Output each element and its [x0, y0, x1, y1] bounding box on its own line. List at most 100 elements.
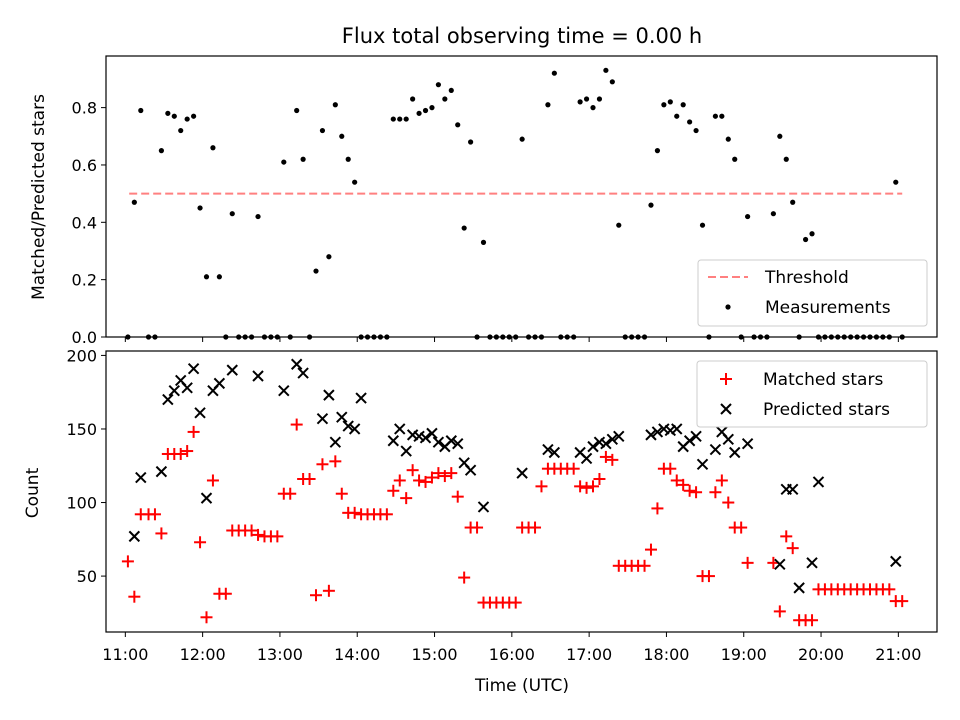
matched-star-point: [593, 472, 606, 485]
measurement-point: [416, 110, 422, 116]
predicted-star-point: [342, 420, 354, 432]
measurement-point: [699, 222, 706, 228]
matched-star-point: [638, 559, 651, 572]
predicted-star-point: [645, 429, 657, 441]
measurement-point: [171, 113, 177, 119]
measurement-point: [332, 102, 338, 108]
matched-star-point: [690, 486, 703, 499]
matched-star-point: [206, 474, 219, 487]
measurement-point: [429, 105, 435, 111]
matched-star-point: [896, 595, 909, 608]
matched-star-point: [458, 571, 471, 584]
predicted-star-point: [348, 423, 361, 435]
predicted-star-point: [155, 465, 168, 478]
measurement-point: [802, 236, 809, 243]
matched-star-point: [432, 467, 445, 480]
predicted-star-point: [651, 426, 664, 438]
measurement-point: [131, 199, 137, 205]
measurement-point: [390, 116, 396, 122]
x-tick-label: 13:00: [257, 645, 303, 664]
matched-star-point: [438, 470, 451, 483]
predicted-star-point: [168, 385, 180, 397]
matched-star-point: [709, 486, 722, 499]
legend-measurements-marker: [725, 304, 731, 310]
predicted-star-point: [606, 433, 619, 445]
measurement-point: [326, 254, 332, 260]
plot-frame-count: [105, 350, 938, 633]
predicted-star-point: [464, 464, 477, 476]
measurement-point: [255, 213, 261, 220]
measurement-point: [732, 156, 738, 162]
measurement-point: [197, 205, 203, 211]
measurement-point: [783, 156, 789, 162]
measurement-point: [790, 199, 796, 205]
matched-star-point: [380, 508, 393, 521]
measurement-point: [165, 110, 171, 116]
x-tick-label: 12:00: [180, 645, 226, 664]
predicted-star-point: [162, 393, 174, 406]
measurement-point: [410, 96, 416, 102]
y-ticks-ratio: 0.0 0.2 0.4 0.6 0.8: [72, 99, 106, 347]
matched-star-point: [644, 543, 657, 556]
predicted-star-point: [194, 407, 206, 419]
measurement-point: [545, 102, 551, 108]
predicted-star-point: [690, 430, 702, 443]
predicted-star-point: [394, 423, 406, 435]
matched-star-point: [387, 484, 400, 497]
predicted-star-point: [252, 370, 264, 382]
predicted-star-point: [187, 362, 200, 375]
predicted-star-point: [336, 411, 348, 423]
matched-star-point: [580, 481, 593, 494]
measurement-point: [403, 116, 409, 122]
matched-star-point: [335, 487, 348, 500]
predicted-star-point: [329, 436, 342, 448]
predicted-star-point: [542, 443, 554, 456]
measurement-point: [603, 67, 609, 73]
predicted-star-point: [290, 358, 303, 370]
legend-box-ratio: [697, 259, 928, 327]
y-axis-label-ratio: Matched/Predicted stars: [29, 94, 49, 300]
predicted-star-point: [316, 412, 329, 425]
predicted-star-point: [786, 483, 799, 496]
predicted-star-point: [297, 367, 309, 379]
measurement-point: [397, 116, 403, 122]
y-tick-label-ratio: 0.0: [72, 328, 97, 347]
measurement-point: [461, 225, 467, 231]
matched-star-point: [883, 583, 896, 596]
measurement-point: [216, 274, 222, 280]
matched-star-point: [271, 530, 284, 543]
predicted-star-point: [419, 432, 432, 444]
y-tick-label-ratio: 0.2: [72, 271, 97, 290]
predicted-star-point: [729, 446, 741, 459]
measurement-point: [809, 231, 815, 237]
predicted-star-point: [477, 501, 490, 513]
predicted-star-point: [812, 476, 825, 488]
predicted-star-point: [135, 471, 147, 484]
matched-star-point: [451, 490, 464, 503]
predicted-star-point: [426, 427, 438, 440]
predicted-star-point: [516, 467, 528, 479]
matched-star-point: [148, 508, 161, 521]
plot-frame-ratio: [105, 55, 938, 338]
measurement-point: [422, 107, 429, 114]
matched-star-point: [606, 453, 619, 466]
predicted-stars-points: [128, 358, 902, 594]
predicted-star-point: [400, 445, 412, 457]
matched-star-point: [599, 450, 612, 463]
measurement-point: [693, 127, 699, 134]
x-ticks-ratio: [124, 337, 899, 342]
matched-star-point: [174, 447, 187, 460]
matched-star-point: [587, 480, 600, 493]
legend-predicted-marker: [720, 403, 732, 415]
predicted-star-point: [806, 557, 818, 569]
predicted-star-point: [671, 423, 683, 435]
legend-matched-marker: [720, 373, 732, 385]
x-axis-label: Time (UTC): [474, 676, 569, 696]
predicted-star-point: [774, 558, 786, 571]
measurement-point: [281, 159, 287, 165]
matched-star-point: [393, 474, 406, 487]
predicted-star-point: [709, 443, 722, 456]
predicted-star-point: [890, 555, 902, 568]
x-tick-label: 16:00: [489, 645, 535, 664]
measurement-point: [719, 113, 725, 119]
